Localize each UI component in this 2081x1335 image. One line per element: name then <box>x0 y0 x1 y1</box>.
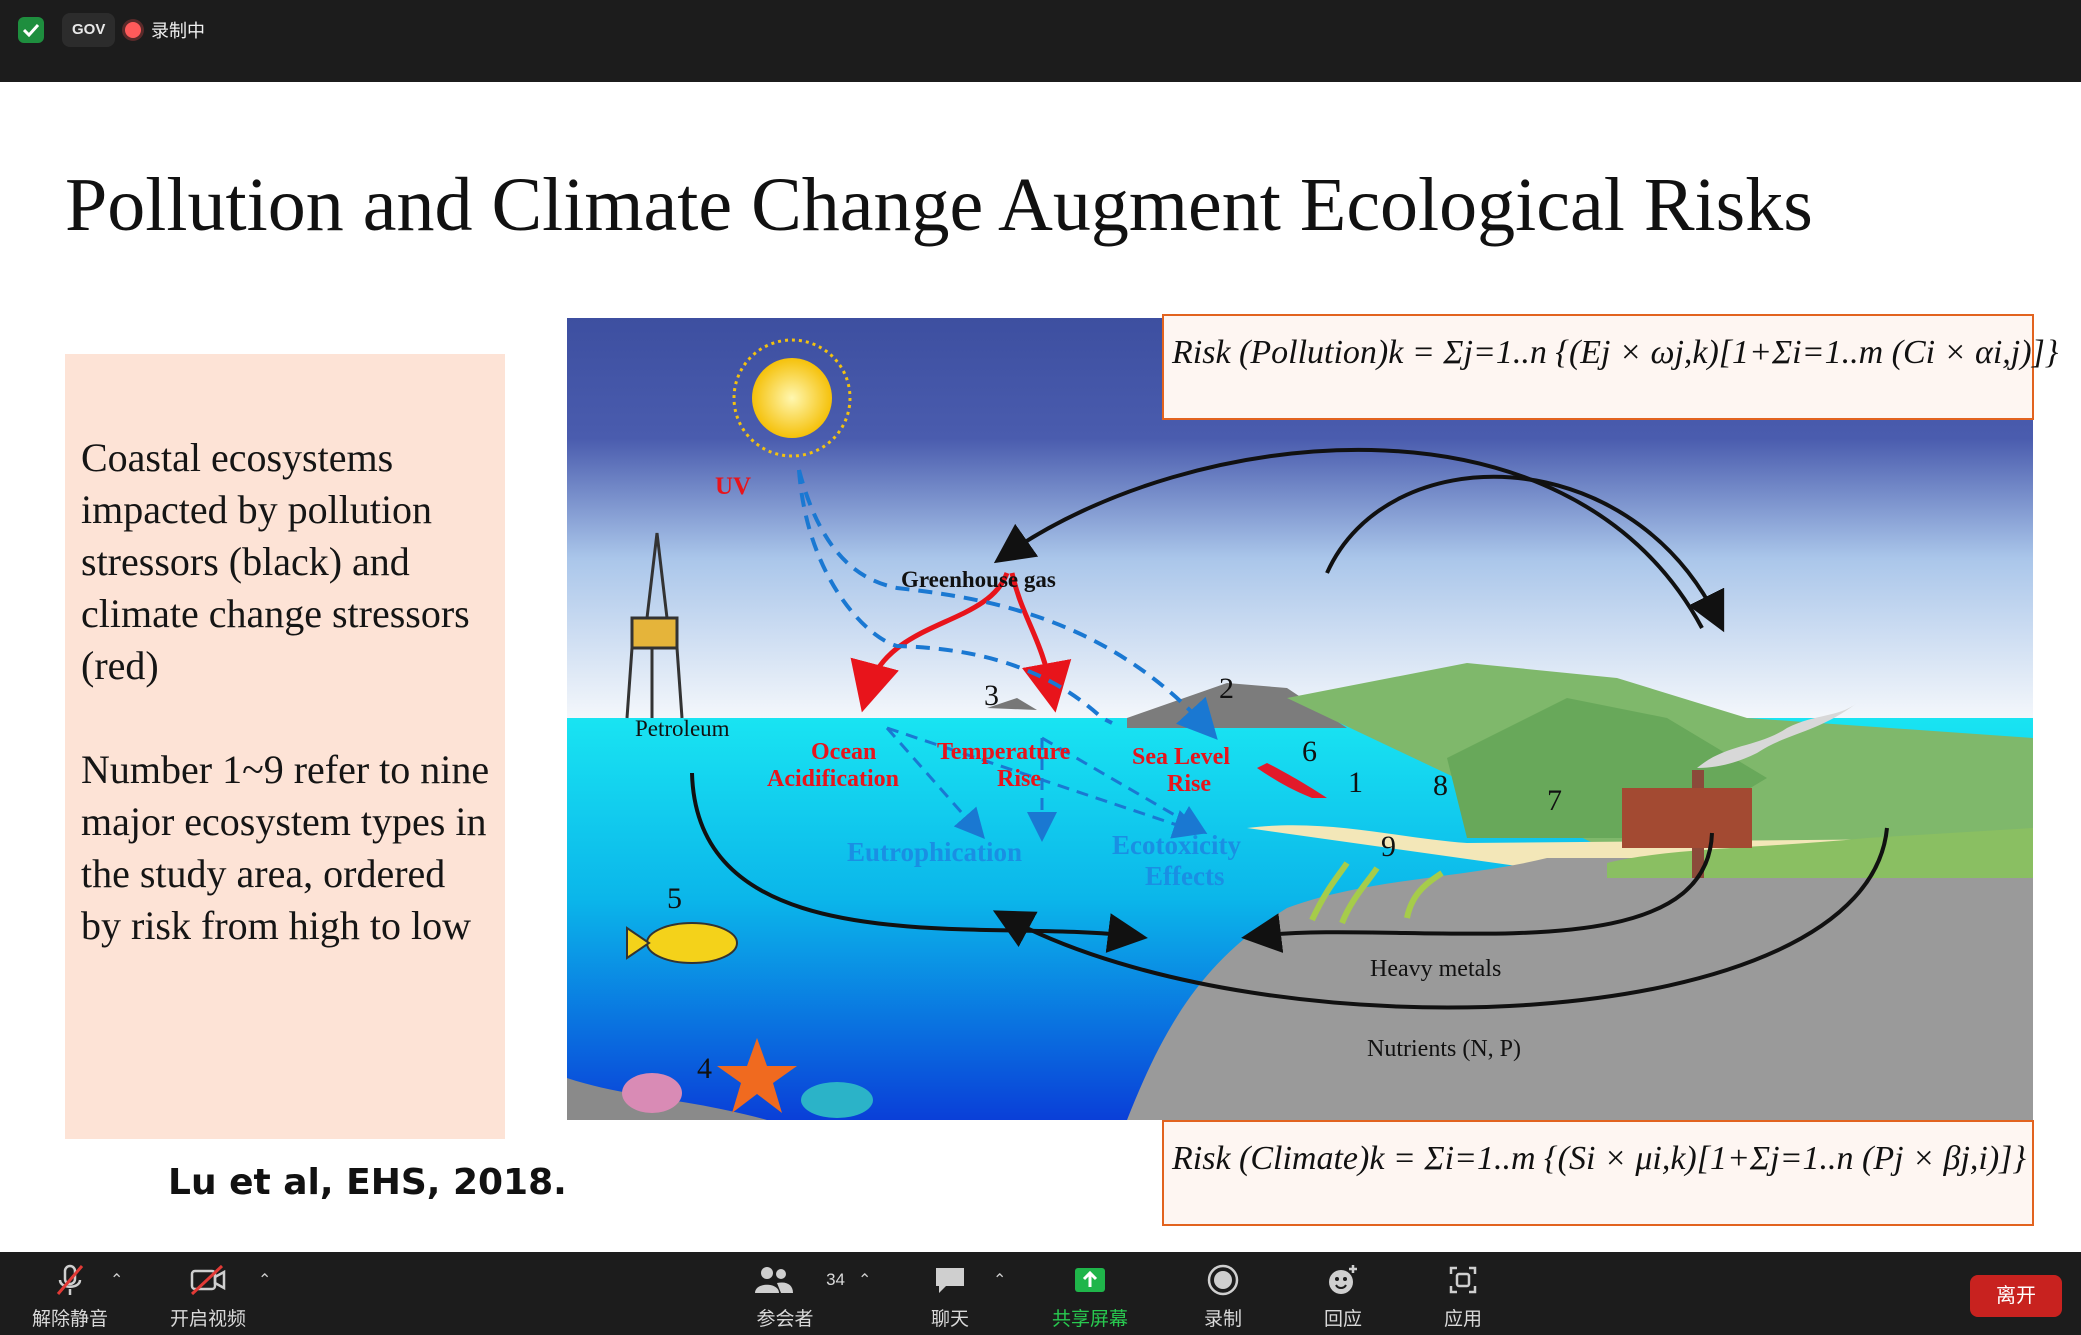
uv-dashed-2 <box>797 469 1218 740</box>
apps-grid-icon <box>1449 1266 1477 1294</box>
number-4: 4 <box>697 1052 712 1085</box>
recording-indicator[interactable]: 录制中 <box>125 13 205 47</box>
sun <box>752 358 832 438</box>
number-1: 1 <box>1348 766 1363 799</box>
participants-button[interactable]: 34 参会者 <box>725 1262 845 1332</box>
number-2: 2 <box>1219 672 1234 705</box>
number-9: 9 <box>1381 830 1396 863</box>
formula-climate: Risk (Climate)k = Σi=1..m {(Si × μi,k)[1… <box>1172 1140 2026 1177</box>
apps-button[interactable]: 应用 <box>1403 1262 1523 1332</box>
ecosystem-diagram: UV Greenhouse gas Petroleum Ocean Acidif… <box>567 318 2033 1120</box>
label-temp-2: Rise <box>997 766 1041 792</box>
arrow-to-acidification <box>850 572 1010 713</box>
dash-acid-ecotox <box>886 726 1204 839</box>
formula-pollution: Risk (Pollution)k = Σj=1..n {(Ej × ωj,k)… <box>1172 334 2059 371</box>
formula-climate-box: Risk (Climate)k = Σi=1..m {(Si × μi,k)[1… <box>1162 1120 2034 1226</box>
uv-dashed-1 <box>797 469 1113 725</box>
arrow-heavy-metals <box>1241 832 1714 954</box>
shell-left <box>622 1073 682 1113</box>
label-uv: UV <box>715 473 751 500</box>
smoke <box>1697 703 1857 768</box>
notes-box: Coastal ecosystems impacted by pollution… <box>65 354 505 1139</box>
label-ecotox-2: Effects <box>1145 861 1224 891</box>
record-label: 录制 <box>1203 1309 1242 1330</box>
arrow-gh-to-factory <box>1325 474 1725 633</box>
leave-meeting-button[interactable]: 离开 <box>1970 1275 2062 1317</box>
label-temp-1: Temperature <box>937 739 1071 765</box>
notes-paragraph-2: Number 1~9 refer to nine major ecosystem… <box>81 747 490 948</box>
label-heavy-metals: Heavy metals <box>1370 956 1501 982</box>
apps-label: 应用 <box>1443 1309 1482 1330</box>
record-button[interactable]: 录制 <box>1163 1262 1283 1332</box>
seagrass-9 <box>1309 861 1444 925</box>
participants-chevron-icon[interactable]: ⌃ <box>858 1272 872 1289</box>
share-screen-label: 共享屏幕 <box>1051 1309 1128 1330</box>
label-sea-1: Sea Level <box>1132 744 1230 770</box>
seabed <box>1127 858 2033 1120</box>
shell-right <box>801 1082 873 1118</box>
number-3: 3 <box>984 679 999 712</box>
start-video-label: 开启视频 <box>169 1309 246 1330</box>
participants-icon <box>754 1267 793 1293</box>
recording-label: 录制中 <box>151 21 205 41</box>
emoji-reaction-icon <box>1329 1265 1357 1294</box>
chat-button[interactable]: 聊天 <box>890 1262 1010 1332</box>
participants-count: 34 <box>826 1270 845 1289</box>
oil-platform <box>625 532 684 719</box>
citation: Lu et al, EHS, 2018. <box>168 1162 567 1203</box>
factory <box>1622 788 1752 848</box>
participants-label: 参会者 <box>756 1309 814 1330</box>
unmute-button[interactable]: 解除静音 <box>10 1262 130 1332</box>
record-icon <box>1207 1264 1239 1296</box>
chat-chevron-icon[interactable]: ⌃ <box>993 1272 1007 1289</box>
share-screen-button[interactable]: 共享屏幕 <box>1030 1262 1150 1332</box>
label-nutrients: Nutrients (N, P) <box>1367 1036 1521 1062</box>
number-5: 5 <box>667 882 682 915</box>
fish-5 <box>626 922 738 964</box>
arrow-factory-to-gh <box>993 448 1704 629</box>
unmute-label: 解除静音 <box>31 1309 108 1330</box>
chat-bubble-icon <box>936 1268 964 1293</box>
label-sea-2: Rise <box>1167 771 1211 797</box>
meeting-top-bar: GOV 录制中 <box>0 0 2081 82</box>
number-8: 8 <box>1433 769 1448 802</box>
label-eutrophication: Eutrophication <box>847 837 1022 867</box>
formula-pollution-box: Risk (Pollution)k = Σj=1..n {(Ej × ωj,k)… <box>1162 314 2058 420</box>
seafloor-left <box>567 1078 767 1120</box>
arrow-petroleum <box>690 772 1148 953</box>
label-ocean-1: Ocean <box>811 739 876 765</box>
start-video-button[interactable]: 开启视频 <box>148 1262 268 1332</box>
sun-rays <box>732 338 852 458</box>
slide-title: Pollution and Climate Change Augment Eco… <box>65 163 1813 247</box>
recording-dot-icon <box>125 22 141 38</box>
security-shield-icon[interactable] <box>18 17 44 43</box>
chat-label: 聊天 <box>930 1309 969 1330</box>
camera-off-icon <box>190 1264 226 1296</box>
gov-badge[interactable]: GOV <box>62 13 116 47</box>
video-options-chevron-icon[interactable]: ⌃ <box>258 1272 272 1289</box>
grass-shore <box>1607 828 2033 878</box>
starfish-4 <box>717 1038 797 1113</box>
label-greenhouse: Greenhouse gas <box>901 567 1056 592</box>
number-6: 6 <box>1302 735 1317 768</box>
reactions-button[interactable]: 回应 <box>1283 1262 1403 1332</box>
audio-options-chevron-icon[interactable]: ⌃ <box>110 1272 124 1289</box>
share-screen-icon <box>1075 1268 1105 1292</box>
label-ecotox-1: Ecotoxicity <box>1112 830 1241 860</box>
dash-temp-ecotox <box>1041 736 1208 835</box>
shared-slide: Pollution and Climate Change Augment Eco… <box>0 82 2081 1252</box>
notes-paragraph-1: Coastal ecosystems impacted by pollution… <box>81 435 470 688</box>
arrow-nutrients <box>992 827 1889 1010</box>
red-shore-6 <box>1257 763 1327 798</box>
reactions-label: 回应 <box>1323 1309 1362 1330</box>
dash-acid-eutro <box>885 727 985 839</box>
number-7: 7 <box>1547 784 1562 817</box>
microphone-muted-icon <box>56 1264 84 1295</box>
label-ocean-2: Acidification <box>767 766 899 792</box>
label-petroleum: Petroleum <box>635 716 730 741</box>
arrow-to-temperature <box>1009 572 1072 713</box>
meeting-toolbar: 解除静音 ⌃ 开启视频 ⌃ 34 参会者 ⌃ 聊天 ⌃ <box>0 1252 2081 1335</box>
